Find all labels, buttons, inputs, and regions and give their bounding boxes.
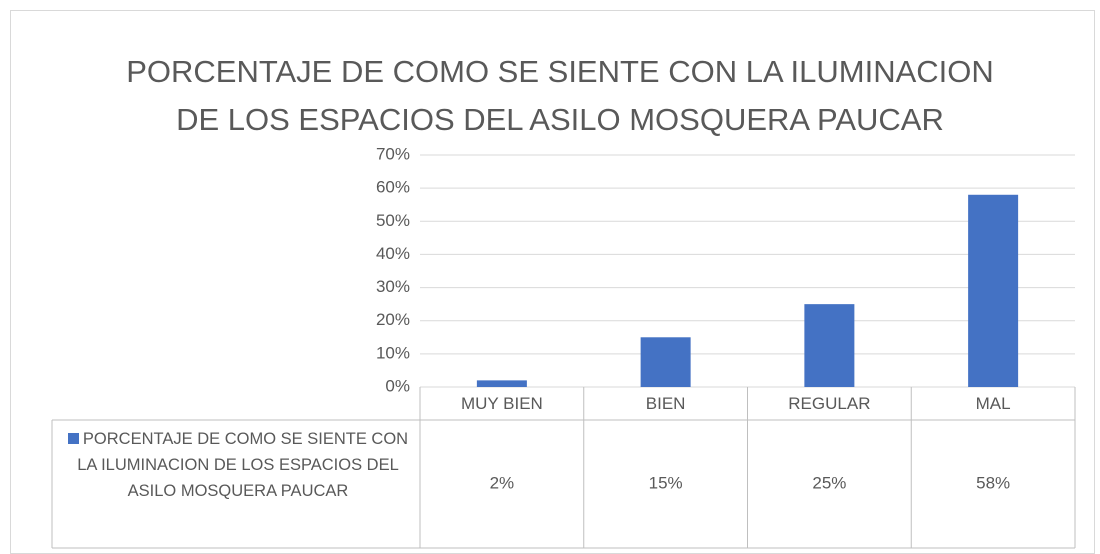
legend-key bbox=[67, 433, 79, 444]
x-tick-label: MAL bbox=[976, 394, 1011, 413]
y-tick-label: 60% bbox=[376, 178, 410, 197]
chart-title: PORCENTAJE DE COMO SE SIENTE CON LA ILUM… bbox=[126, 54, 994, 137]
y-tick-label: 20% bbox=[376, 310, 410, 329]
bar bbox=[476, 380, 527, 387]
x-tick-label: BIEN bbox=[646, 394, 686, 413]
y-tick-label: 40% bbox=[376, 244, 410, 263]
y-tick-label: 10% bbox=[376, 343, 410, 362]
x-tick-label: REGULAR bbox=[788, 394, 870, 413]
table-value: 58% bbox=[976, 473, 1010, 492]
series-name: PORCENTAJE DE COMO SE SIENTE CON LA ILUM… bbox=[77, 430, 409, 500]
bar bbox=[968, 194, 1019, 387]
legend-entry: PORCENTAJE DE COMO SE SIENTE CON LA ILUM… bbox=[58, 426, 418, 504]
y-tick-label: 30% bbox=[376, 277, 410, 296]
y-tick-label: 50% bbox=[376, 211, 410, 230]
bar bbox=[640, 337, 691, 387]
table-value: 25% bbox=[812, 473, 846, 492]
bar bbox=[804, 304, 855, 387]
table-value: 15% bbox=[649, 473, 683, 492]
y-tick-label: 70% bbox=[376, 144, 410, 163]
table-value: 2% bbox=[490, 473, 515, 492]
y-tick-label: 0% bbox=[385, 376, 410, 395]
x-tick-label: MUY BIEN bbox=[461, 394, 543, 413]
